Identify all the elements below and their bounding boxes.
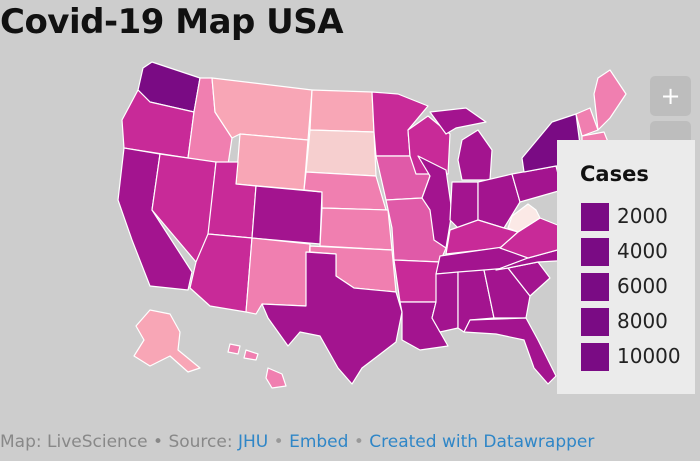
legend-label: 6000	[617, 274, 668, 298]
legend-label: 2000	[617, 204, 668, 228]
legend-swatch	[581, 273, 609, 301]
state-michigan-up[interactable]	[429, 107, 487, 135]
state-wyoming[interactable]	[235, 133, 309, 191]
legend-item: 6000	[581, 273, 691, 301]
legend-label: 8000	[617, 309, 668, 333]
footer-credit: Map: LiveScience • Source:	[0, 432, 238, 452]
legend-swatch	[581, 343, 609, 371]
embed-link[interactable]: Embed	[289, 432, 349, 452]
us-map[interactable]	[0, 50, 700, 430]
state-new-mexico[interactable]	[245, 237, 311, 315]
state-kansas[interactable]	[319, 207, 393, 251]
state-south-dakota[interactable]	[305, 129, 377, 177]
us-states-svg[interactable]	[0, 50, 700, 430]
state-arkansas[interactable]	[393, 259, 441, 303]
state-florida[interactable]	[463, 317, 557, 385]
state-north-dakota[interactable]	[309, 89, 375, 133]
state-wisconsin[interactable]	[407, 115, 451, 175]
state-texas[interactable]	[261, 251, 403, 385]
state-alaska[interactable]	[133, 309, 201, 373]
legend-title: Cases	[580, 162, 649, 186]
state-montana[interactable]	[211, 77, 313, 141]
footer-separator: •	[268, 432, 290, 452]
state-vermont-nh[interactable]	[575, 107, 599, 137]
datawrapper-link[interactable]: Created with Datawrapper	[369, 432, 595, 452]
footer-separator: •	[348, 432, 370, 452]
state-maine[interactable]	[593, 69, 627, 131]
legend-item: 10000	[581, 343, 691, 371]
legend-swatch	[581, 203, 609, 231]
legend-swatch	[581, 308, 609, 336]
state-colorado[interactable]	[251, 185, 323, 245]
state-west-virginia[interactable]	[507, 203, 541, 233]
legend-item: 4000	[581, 238, 691, 266]
state-michigan[interactable]	[457, 129, 493, 181]
legend-swatch	[581, 238, 609, 266]
state-ohio[interactable]	[477, 173, 521, 229]
legend-item: 8000	[581, 308, 691, 336]
source-link-jhu[interactable]: JHU	[237, 432, 269, 452]
state-illinois[interactable]	[417, 155, 453, 249]
state-mississippi[interactable]	[431, 271, 459, 333]
legend-item: 2000	[581, 203, 691, 231]
state-hawaii[interactable]	[227, 343, 287, 389]
map-footer: Map: LiveScience • Source: JHU • Embed •…	[0, 432, 594, 452]
state-pennsylvania[interactable]	[511, 165, 563, 203]
legend-label: 10000	[617, 344, 681, 368]
map-title: Covid-19 Map USA	[0, 2, 344, 42]
zoom-in-button[interactable]: +	[650, 76, 691, 116]
legend: Cases 2000 4000 6000 8000 10000	[557, 140, 695, 394]
legend-label: 4000	[617, 239, 668, 263]
